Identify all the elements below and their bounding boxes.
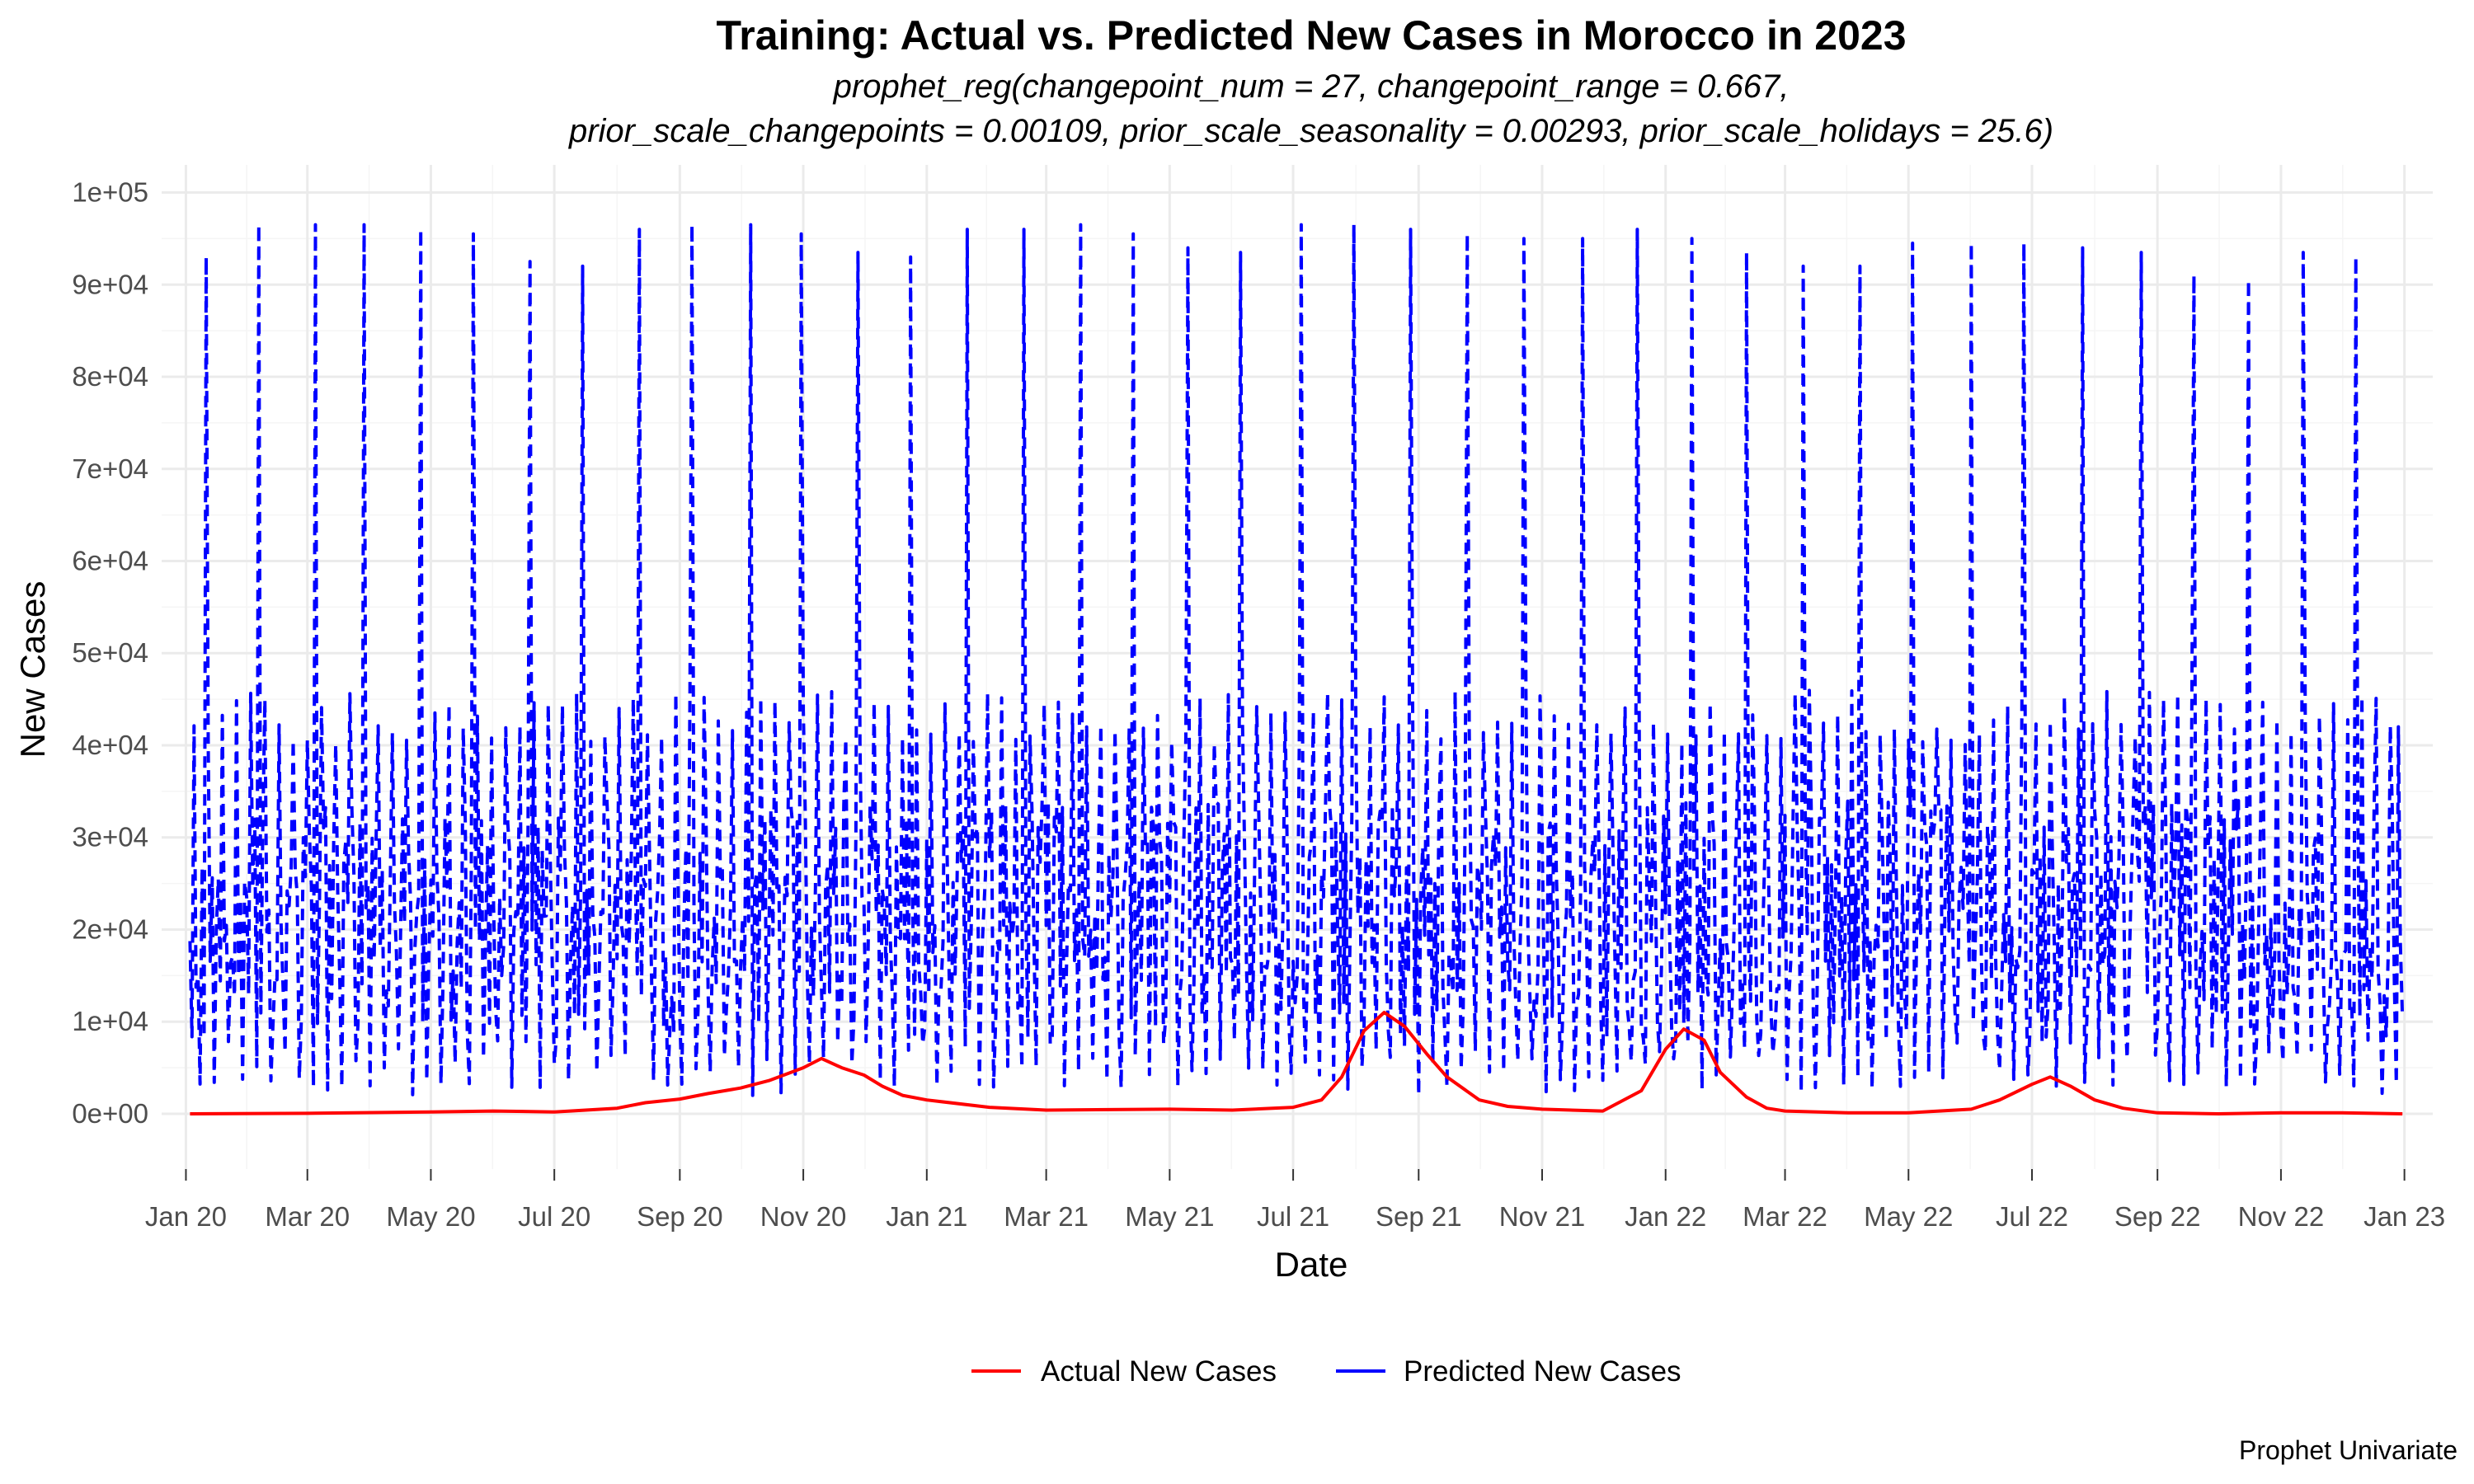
legend: Actual New Cases Predicted New Cases bbox=[971, 1355, 1681, 1388]
x-tick-label: Jan 20 bbox=[145, 1201, 227, 1232]
y-tick-label: 8e+04 bbox=[72, 361, 148, 392]
x-tick-label: Nov 22 bbox=[2238, 1201, 2325, 1232]
x-axis-label: Date bbox=[1275, 1245, 1348, 1284]
y-tick-label: 1e+05 bbox=[72, 177, 148, 208]
minor-gridlines bbox=[162, 165, 2433, 1169]
y-axis-ticks: 0e+00 1e+04 2e+04 3e+04 4e+04 5e+04 6e+04 7e+04… bbox=[72, 177, 148, 1129]
x-tick-label: Jul 21 bbox=[1257, 1201, 1329, 1232]
y-axis-label: New Cases bbox=[13, 581, 52, 758]
y-tick-label: 1e+04 bbox=[72, 1006, 148, 1036]
x-tick-label: Jul 22 bbox=[1996, 1201, 2068, 1232]
x-tick-label: May 22 bbox=[1864, 1201, 1953, 1232]
y-tick-label: 6e+04 bbox=[72, 545, 148, 575]
actual-series bbox=[190, 1011, 2403, 1115]
predicted-series bbox=[188, 223, 2405, 1097]
x-tick-label: Sep 22 bbox=[2114, 1201, 2201, 1232]
legend-item-actual: Actual New Cases bbox=[971, 1355, 1277, 1388]
legend-label-predicted: Predicted New Cases bbox=[1404, 1355, 1681, 1388]
x-tick-label: Jan 23 bbox=[2363, 1201, 2445, 1232]
chart-title: Training: Actual vs. Predicted New Cases… bbox=[716, 12, 1906, 59]
x-tick-label: Sep 21 bbox=[1376, 1201, 1462, 1232]
y-tick-label: 4e+04 bbox=[72, 730, 148, 760]
y-tick-label: 0e+00 bbox=[72, 1098, 148, 1129]
y-tick-label: 7e+04 bbox=[72, 453, 148, 484]
major-gridlines bbox=[162, 165, 2433, 1169]
x-tick-label: May 20 bbox=[386, 1201, 475, 1232]
actual-line bbox=[190, 1011, 2403, 1115]
x-axis-ticks: Jan 20 Mar 20 May 20 Jul 20 Sep 20 Nov 20 Jan … bbox=[145, 1169, 2445, 1232]
x-tick-label: Sep 20 bbox=[637, 1201, 723, 1232]
legend-label-actual: Actual New Cases bbox=[1041, 1355, 1277, 1388]
x-tick-label: Mar 21 bbox=[1004, 1201, 1089, 1232]
y-tick-label: 2e+04 bbox=[72, 913, 148, 944]
legend-item-predicted: Predicted New Cases bbox=[1336, 1355, 1681, 1388]
x-tick-label: Mar 22 bbox=[1743, 1201, 1827, 1232]
chart-caption: Prophet Univariate bbox=[2239, 1435, 2458, 1465]
x-tick-label: Jul 20 bbox=[518, 1201, 590, 1232]
x-tick-label: Nov 21 bbox=[1499, 1201, 1586, 1232]
predicted-line bbox=[188, 223, 2405, 1097]
y-tick-label: 5e+04 bbox=[72, 637, 148, 668]
x-tick-label: Jan 22 bbox=[1625, 1201, 1706, 1232]
x-tick-label: May 21 bbox=[1125, 1201, 1214, 1232]
x-tick-label: Mar 20 bbox=[265, 1201, 350, 1232]
x-tick-label: Nov 20 bbox=[760, 1201, 847, 1232]
chart-header: Training: Actual vs. Predicted New Cases… bbox=[568, 12, 2053, 149]
chart-subtitle-line-1: prophet_reg(changepoint_num = 27, change… bbox=[833, 68, 1790, 105]
y-tick-label: 9e+04 bbox=[72, 269, 148, 299]
x-tick-label: Jan 21 bbox=[886, 1201, 967, 1232]
y-tick-label: 3e+04 bbox=[72, 822, 148, 852]
chart-subtitle-line-2: prior_scale_changepoints = 0.00109, prio… bbox=[568, 113, 2053, 149]
